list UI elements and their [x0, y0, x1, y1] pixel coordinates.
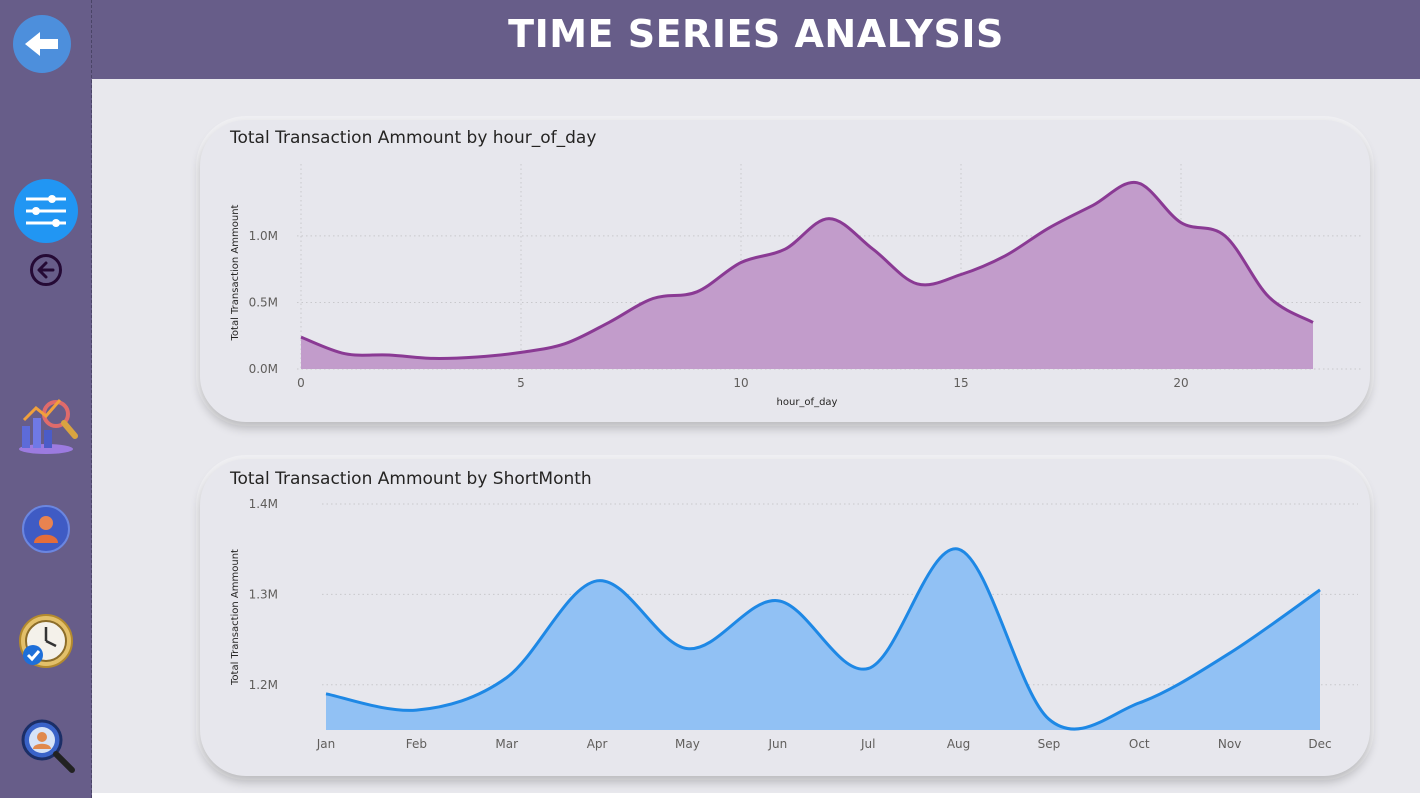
- x-tick-label: 15: [953, 376, 968, 390]
- month-chart-title: Total Transaction Ammount by ShortMonth: [230, 469, 592, 489]
- main-area: Total Transaction Ammount by hour_of_day…: [92, 79, 1420, 793]
- y-tick-label: 1.2M: [249, 678, 278, 692]
- y-axis-title: Total Transaction Ammount: [230, 204, 241, 341]
- y-tick-label: 1.3M: [249, 587, 278, 601]
- x-tick-label: Sep: [1038, 737, 1061, 751]
- x-tick-label: Dec: [1308, 737, 1331, 751]
- y-tick-label: 0.5M: [249, 295, 278, 309]
- user-profile-icon[interactable]: [22, 505, 70, 553]
- x-tick-label: Oct: [1129, 737, 1150, 751]
- month-area-chart: 1.2M 1.3M 1.4M Jan Feb Mar Apr May Jun Jul Aug Sep O…: [230, 497, 1358, 751]
- filter-sliders-icon[interactable]: [14, 179, 78, 243]
- y-axis-title: Total Transaction Ammount: [230, 549, 241, 686]
- sidebar-nav: [0, 0, 92, 798]
- y-tick-label: 1.0M: [249, 229, 278, 243]
- clock-check-icon[interactable]: [18, 613, 74, 669]
- x-tick-label: Mar: [495, 737, 518, 751]
- hour-chart-title: Total Transaction Ammount by hour_of_day: [230, 128, 597, 148]
- series-line: [325, 547, 1321, 731]
- x-tick-label: 20: [1173, 376, 1188, 390]
- x-tick-label: Aug: [947, 737, 970, 751]
- hour-chart-card: Total Transaction Ammount by hour_of_day…: [200, 120, 1370, 422]
- x-tick-label: May: [675, 737, 700, 751]
- page-title: TIME SERIES ANALYSIS: [508, 12, 1004, 56]
- x-tick-label: 10: [733, 376, 748, 390]
- x-axis-title: hour_of_day: [777, 397, 838, 408]
- series-line: [300, 181, 1314, 360]
- page-header: TIME SERIES ANALYSIS: [92, 0, 1420, 80]
- magnifier-search-icon[interactable]: [18, 716, 76, 774]
- x-tick-label: Apr: [587, 737, 608, 751]
- y-tick-label: 0.0M: [249, 362, 278, 376]
- series-area-fill: [301, 182, 1313, 369]
- analytics-chart-icon[interactable]: [16, 394, 80, 456]
- x-tick-label: Feb: [406, 737, 427, 751]
- back-arrow-icon[interactable]: [13, 15, 71, 73]
- x-tick-label: Jan: [316, 737, 336, 751]
- circle-back-arrow-icon[interactable]: [29, 253, 63, 287]
- x-tick-label: 5: [517, 376, 525, 390]
- hour-area-chart: 0.0M 0.5M 1.0M 0 5 10 15 20 Total Transaction Am…: [230, 164, 1362, 408]
- y-tick-label: 1.4M: [249, 497, 278, 511]
- x-tick-label: Jun: [767, 737, 787, 751]
- x-tick-label: 0: [297, 376, 305, 390]
- x-tick-label: Nov: [1218, 737, 1241, 751]
- month-chart-card: Total Transaction Ammount by ShortMonth …: [200, 459, 1370, 776]
- x-tick-label: Jul: [860, 737, 875, 751]
